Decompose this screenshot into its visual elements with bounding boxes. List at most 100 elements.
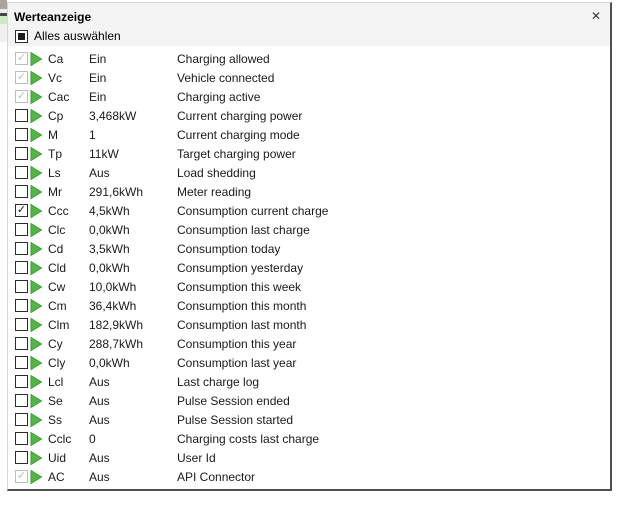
row-description: Charging active <box>177 89 261 104</box>
row-checkbox[interactable] <box>15 242 28 255</box>
value-row[interactable]: Cclc 0 Charging costs last charge <box>8 429 610 448</box>
row-checkbox[interactable] <box>15 223 28 236</box>
row-code: Ss <box>48 412 63 427</box>
row-description: Consumption today <box>177 241 281 256</box>
row-checkbox[interactable] <box>15 337 28 350</box>
variable-arrow-icon <box>30 393 43 408</box>
row-checkbox[interactable]: ✓ <box>15 470 28 483</box>
value-row[interactable]: Ss Aus Pulse Session started <box>8 410 610 429</box>
value-row[interactable]: Lcl Aus Last charge log <box>8 372 610 391</box>
row-checkbox[interactable] <box>15 432 28 445</box>
variable-arrow-icon <box>30 184 43 199</box>
row-description: Pulse Session ended <box>177 393 290 408</box>
row-code: Clc <box>48 222 66 237</box>
variable-arrow-icon <box>30 165 43 180</box>
row-checkbox[interactable]: ✓ <box>15 90 28 103</box>
value-row[interactable]: Cly 0,0kWh Consumption last year <box>8 353 610 372</box>
row-code: Cy <box>48 336 63 351</box>
row-checkbox[interactable] <box>15 109 28 122</box>
variable-arrow-icon <box>30 51 43 66</box>
variable-arrow-icon <box>30 355 43 370</box>
row-value: Aus <box>89 374 110 389</box>
variable-arrow-icon <box>30 431 43 446</box>
row-checkbox[interactable] <box>15 318 28 331</box>
select-all-checkbox[interactable] <box>15 29 28 43</box>
value-row[interactable]: M 1 Current charging mode <box>8 125 610 144</box>
value-row[interactable]: Ls Aus Load shedding <box>8 163 610 182</box>
value-row[interactable]: Clm 182,9kWh Consumption last month <box>8 315 610 334</box>
close-icon[interactable]: ✕ <box>590 9 602 23</box>
row-checkbox[interactable]: ✓ <box>15 71 28 84</box>
row-checkbox[interactable] <box>15 451 28 464</box>
window-header: Werteanzeige ✕ Alles auswählen <box>8 3 610 46</box>
row-checkbox[interactable] <box>15 413 28 426</box>
background-window-sliver <box>0 0 7 42</box>
row-value: 4,5kWh <box>89 203 130 218</box>
row-checkbox[interactable] <box>15 375 28 388</box>
value-row[interactable]: Cy 288,7kWh Consumption this year <box>8 334 610 353</box>
row-description: Charging allowed <box>177 51 270 66</box>
row-value: Aus <box>89 450 110 465</box>
row-description: Consumption last charge <box>177 222 310 237</box>
select-all-row[interactable]: Alles auswählen <box>15 29 121 43</box>
row-value: 1 <box>89 127 96 142</box>
value-row[interactable]: ✓ Vc Ein Vehicle connected <box>8 68 610 87</box>
background-window-fragment <box>0 24 7 42</box>
row-code: Cd <box>48 241 64 256</box>
row-checkbox[interactable]: ✓ <box>15 52 28 65</box>
value-row[interactable]: Cp 3,468kW Current charging power <box>8 106 610 125</box>
value-row[interactable]: Se Aus Pulse Session ended <box>8 391 610 410</box>
row-description: Target charging power <box>177 146 296 161</box>
row-value: Ein <box>89 89 107 104</box>
row-code: M <box>48 127 58 142</box>
row-code: Cclc <box>48 431 72 446</box>
row-code: Ls <box>48 165 61 180</box>
window-title: Werteanzeige <box>14 10 92 24</box>
value-row[interactable]: Tp 11kW Target charging power <box>8 144 610 163</box>
row-description: Pulse Session started <box>177 412 294 427</box>
row-checkbox[interactable] <box>15 356 28 369</box>
row-checkbox[interactable] <box>15 394 28 407</box>
row-value: 3,5kWh <box>89 241 130 256</box>
value-row[interactable]: Uid Aus User Id <box>8 448 610 467</box>
row-checkbox[interactable] <box>15 280 28 293</box>
variable-arrow-icon <box>30 222 43 237</box>
value-row[interactable]: ✓ Cac Ein Charging active <box>8 87 610 106</box>
variable-arrow-icon <box>30 146 43 161</box>
row-value: 0,0kWh <box>89 355 130 370</box>
background-window-fragment <box>0 0 7 9</box>
value-row[interactable]: ✓ Ccc 4,5kWh Consumption current charge <box>8 201 610 220</box>
row-value: Ein <box>89 70 107 85</box>
row-code: Uid <box>48 450 67 465</box>
variable-arrow-icon <box>30 89 43 104</box>
value-row[interactable]: Cd 3,5kWh Consumption today <box>8 239 610 258</box>
value-row[interactable]: ✓ Ca Ein Charging allowed <box>8 49 610 68</box>
row-checkbox[interactable] <box>15 299 28 312</box>
row-checkbox[interactable] <box>15 185 28 198</box>
row-code: Ccc <box>48 203 69 218</box>
row-checkbox[interactable]: ✓ <box>15 204 28 217</box>
row-checkbox[interactable] <box>15 166 28 179</box>
variable-arrow-icon <box>30 336 43 351</box>
row-value: 11kW <box>89 146 119 161</box>
row-description: Consumption this week <box>177 279 302 294</box>
row-description: Current charging power <box>177 108 303 123</box>
variable-arrow-icon <box>30 450 43 465</box>
value-row[interactable]: Cm 36,4kWh Consumption this month <box>8 296 610 315</box>
variable-arrow-icon <box>30 70 43 85</box>
value-row[interactable]: Clc 0,0kWh Consumption last charge <box>8 220 610 239</box>
values-list: ✓ Ca Ein Charging allowed ✓ Vc Ein Vehic… <box>8 49 610 486</box>
row-checkbox[interactable] <box>15 147 28 160</box>
value-row[interactable]: Cw 10,0kWh Consumption this week <box>8 277 610 296</box>
row-code: Cm <box>48 298 67 313</box>
variable-arrow-icon <box>30 203 43 218</box>
value-row[interactable]: ✓ AC Aus API Connector <box>8 467 610 486</box>
value-row[interactable]: Mr 291,6kWh Meter reading <box>8 182 610 201</box>
row-description: Load shedding <box>177 165 256 180</box>
row-value: 10,0kWh <box>89 279 137 294</box>
variable-arrow-icon <box>30 127 43 142</box>
variable-arrow-icon <box>30 298 43 313</box>
value-row[interactable]: Cld 0,0kWh Consumption yesterday <box>8 258 610 277</box>
row-checkbox[interactable] <box>15 128 28 141</box>
row-checkbox[interactable] <box>15 261 28 274</box>
